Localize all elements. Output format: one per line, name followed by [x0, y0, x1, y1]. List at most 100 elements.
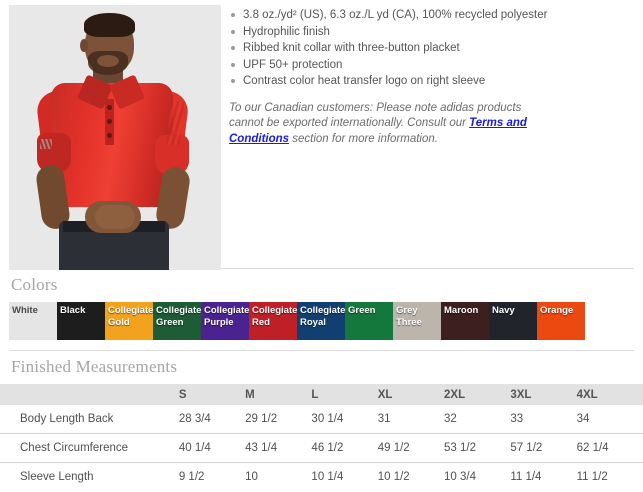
color-swatch-grey-three[interactable]: Grey Three: [393, 302, 441, 340]
swatch-label: Green: [348, 305, 376, 316]
shirt-button-2: [107, 119, 112, 124]
finished-measurements-table: S M L XL 2XL 3XL 4XL Body Length Back 28…: [0, 384, 643, 491]
swatch-label: Collegiate Royal: [300, 305, 345, 328]
swatch-label: Collegiate Purple: [204, 305, 249, 328]
list-item: 3.8 oz./yd² (US), 6.3 oz./L yd (CA), 100…: [229, 7, 633, 24]
bullet-icon: [231, 29, 235, 34]
cell-l: 46 1/2: [311, 442, 344, 454]
color-swatch-row: White Black Collegiate Gold Collegiate G…: [9, 302, 585, 340]
column-header-s: S: [178, 388, 187, 401]
row-label: Chest Circumference: [20, 442, 129, 454]
colors-section: Colors: [0, 268, 643, 302]
color-swatch-black[interactable]: Black: [57, 302, 105, 340]
colors-heading: Colors: [11, 275, 58, 294]
bullet-icon: [231, 13, 235, 17]
cell-xl: 49 1/2: [377, 442, 410, 454]
model-chin-highlight: [97, 55, 119, 67]
bullet-icon: [231, 46, 235, 50]
spec-text: Contrast color heat transfer logo on rig…: [243, 75, 486, 87]
color-swatch-orange[interactable]: Orange: [537, 302, 585, 340]
swatch-label: Collegiate Red: [252, 305, 297, 328]
table-header: S M L XL 2XL 3XL 4XL: [0, 384, 643, 405]
shirt-button-3: [107, 133, 112, 138]
specifications-column: 3.8 oz./yd² (US), 6.3 oz./L yd (CA), 100…: [221, 0, 643, 159]
column-header-3xl: 3XL: [510, 388, 532, 401]
cell-xl: 10 1/2: [377, 471, 410, 483]
color-swatch-collegiate-royal[interactable]: Collegiate Royal: [297, 302, 345, 340]
column-header-2xl: 2XL: [444, 388, 466, 401]
cell-4xl: 11 1/2: [576, 471, 608, 483]
spec-text: Ribbed knit collar with three-button pla…: [243, 42, 460, 54]
color-swatch-collegiate-red[interactable]: Collegiate Red: [249, 302, 297, 340]
canadian-customers-note: To our Canadian customers: Please note a…: [229, 101, 544, 148]
color-swatch-collegiate-gold[interactable]: Collegiate Gold: [105, 302, 153, 340]
table-body: Body Length Back 28 3/4 29 1/2 30 1/4 31…: [0, 405, 643, 491]
cell-4xl: 62 1/4: [576, 442, 609, 454]
swatch-label: Collegiate Green: [156, 305, 201, 328]
cell-xl: 31: [377, 413, 391, 425]
cell-2xl: 53 1/2: [444, 442, 476, 454]
row-label: Body Length Back: [20, 413, 114, 425]
cell-2xl: 32: [444, 413, 457, 425]
table-row: Chest Circumference 40 1/4 43 1/4 46 1/2…: [0, 433, 643, 463]
color-swatch-collegiate-green[interactable]: Collegiate Green: [153, 302, 201, 340]
column-header-xl: XL: [377, 388, 393, 401]
cell-s: 9 1/2: [178, 471, 205, 483]
spec-text: Hydrophilic finish: [243, 25, 330, 38]
color-swatch-navy[interactable]: Navy: [489, 302, 537, 340]
color-swatch-maroon[interactable]: Maroon: [441, 302, 489, 340]
table-row: Body Length Back 28 3/4 29 1/2 30 1/4 31…: [0, 405, 643, 434]
list-item: Ribbed knit collar with three-button pla…: [229, 40, 633, 57]
column-header-l: L: [311, 388, 319, 401]
swatch-label: Black: [60, 305, 86, 316]
product-image[interactable]: [9, 5, 221, 270]
cell-4xl: 34: [576, 413, 590, 425]
table-header-row: S M L XL 2XL 3XL 4XL: [0, 384, 643, 405]
swatch-label: Orange: [540, 305, 574, 316]
cell-3xl: 33: [510, 413, 524, 425]
model-hair: [84, 13, 135, 37]
row-label: Sleeve Length: [20, 471, 94, 483]
color-swatch-collegiate-purple[interactable]: Collegiate Purple: [201, 302, 249, 340]
swatch-label: Grey Three: [396, 305, 422, 328]
note-text-before-link: To our Canadian customers: Please note a…: [229, 101, 522, 130]
table-row: Sleeve Length 9 1/2 10 10 1/4 10 1/2 10 …: [0, 462, 643, 492]
product-overview-section: 3.8 oz./yd² (US), 6.3 oz./L yd (CA), 100…: [9, 0, 643, 270]
measurements-section-divider: [9, 350, 634, 351]
adidas-logo-icon: [40, 139, 52, 149]
swatch-label: Navy: [492, 305, 515, 316]
swatch-label: White: [12, 305, 38, 316]
color-swatch-white[interactable]: White: [9, 302, 57, 340]
list-item: Contrast color heat transfer logo on rig…: [229, 73, 633, 90]
cell-l: 10 1/4: [311, 471, 344, 483]
cell-s: 28 3/4: [178, 413, 211, 425]
cell-3xl: 57 1/2: [510, 442, 543, 454]
note-text-after-link: section for more information.: [289, 132, 438, 145]
bullet-icon: [231, 79, 235, 83]
shirt-button-1: [107, 105, 112, 110]
cell-m: 10: [245, 471, 258, 483]
color-swatch-green[interactable]: Green: [345, 302, 393, 340]
cell-l: 30 1/4: [311, 413, 344, 425]
column-header-4xl: 4XL: [576, 388, 598, 401]
list-item: UPF 50+ protection: [229, 57, 633, 74]
spec-text: 3.8 oz./yd² (US), 6.3 oz./L yd (CA), 100…: [243, 9, 548, 21]
cell-s: 40 1/4: [178, 442, 211, 454]
colors-section-divider: [9, 268, 634, 269]
cell-2xl: 10 3/4: [444, 471, 476, 483]
terms-and-conditions-link[interactable]: Terms and Conditions: [229, 117, 527, 145]
list-item: Hydrophilic finish: [229, 24, 633, 41]
bullet-icon: [231, 62, 235, 67]
spec-bullet-list: 3.8 oz./yd² (US), 6.3 oz./L yd (CA), 100…: [229, 7, 633, 90]
measurements-section: Finished Measurements: [0, 351, 643, 384]
column-header-m: M: [245, 388, 255, 401]
cell-m: 29 1/2: [245, 413, 278, 425]
measurements-heading: Finished Measurements: [11, 357, 178, 376]
model-hands-highlight: [95, 205, 135, 229]
swatch-label: Maroon: [444, 305, 479, 316]
model-ear: [80, 39, 88, 52]
spec-text: UPF 50+ protection: [243, 58, 343, 71]
column-header-measurement: [0, 384, 179, 405]
cell-3xl: 11 1/4: [510, 471, 542, 483]
cell-m: 43 1/4: [245, 442, 278, 454]
